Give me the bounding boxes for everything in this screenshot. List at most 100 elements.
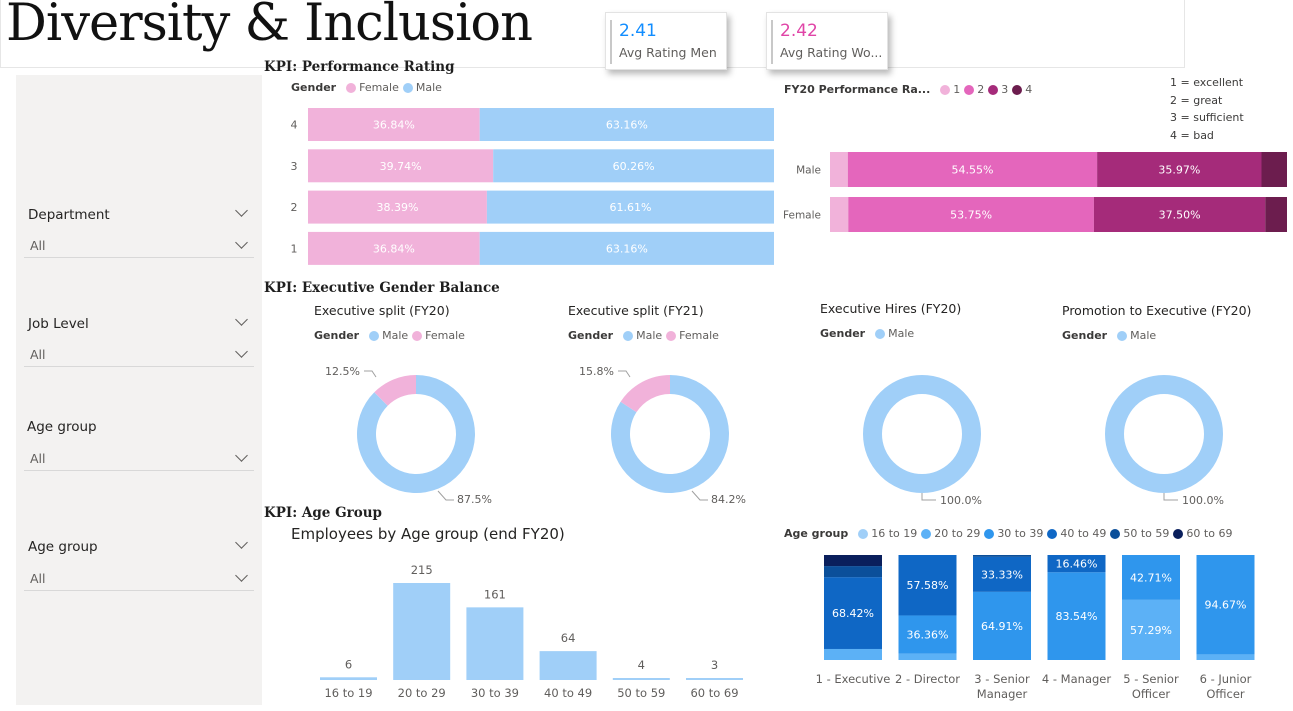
column-bar (612, 678, 670, 680)
donut-legend: Gender Male Female (568, 329, 719, 342)
data-label: 100.0% (940, 494, 982, 507)
data-label: 61.61% (609, 201, 651, 214)
bar-segment-male (479, 231, 774, 265)
kpi-accent-bar (610, 20, 612, 64)
donut-title: Executive split (FY20) (314, 303, 450, 318)
legend-item-male[interactable]: Male (636, 329, 663, 342)
legend-item-female[interactable]: Female (425, 329, 465, 342)
column-bar (393, 583, 451, 680)
data-label: 60.26% (613, 160, 655, 173)
category-label: 40 to 49 (544, 686, 592, 700)
category-label: 4 - Manager (1042, 672, 1111, 686)
legend-dot-age-1 (858, 528, 869, 539)
legend-item-age-4[interactable]: 40 to 49 (1060, 527, 1107, 540)
legend-dot-male (875, 328, 886, 339)
legend-item-female[interactable]: Female (679, 329, 719, 342)
category-label: 20 to 29 (398, 686, 446, 700)
legend-dot-male (623, 330, 634, 341)
category-label: 2 (291, 201, 298, 214)
legend-item-4[interactable]: 4 (1025, 83, 1033, 96)
data-label: 87.5% (457, 493, 492, 506)
page-title: Diversity & Inclusion (6, 0, 533, 53)
legend-item-age-1[interactable]: 16 to 19 (871, 527, 918, 540)
slicer-department-dropdown[interactable] (24, 232, 254, 258)
data-label: 15.8% (579, 365, 614, 378)
age-by-level-chart: 68.42% 1 - Executive 36.36% 57.58% 2 - Direc… (816, 555, 1255, 701)
kpi-label: Avg Rating Wo... (780, 45, 883, 60)
legend-item-age-5[interactable]: 50 to 59 (1123, 527, 1170, 540)
bar-segment-rating-1 (830, 152, 848, 187)
donut-slice-male (1105, 375, 1223, 493)
category-label: Officer (1132, 687, 1171, 701)
data-label: 68.42% (832, 607, 874, 620)
category-label: Officer (1206, 687, 1245, 701)
legend-item-male[interactable]: Male (415, 81, 442, 94)
legend-title: Gender (568, 329, 614, 342)
slicer-age-group-label: Age group (27, 419, 97, 435)
stack-segment-age-2 (824, 648, 882, 660)
bar-segment-rating-3 (1097, 152, 1262, 187)
legend-dot-male (402, 82, 413, 93)
legend-title: Gender (314, 329, 360, 342)
legend-item-age-2[interactable]: 20 to 29 (934, 527, 981, 540)
legend-item-female[interactable]: Female (359, 81, 399, 94)
legend-item-male[interactable]: Male (1130, 329, 1157, 342)
section-title-performance: KPI: Performance Rating (264, 59, 455, 75)
stack-segment-age-4 (973, 556, 1031, 592)
bar-segment-rating-4 (1265, 197, 1287, 232)
data-label: 12.5% (325, 365, 360, 378)
kpi-value: 2.42 (780, 21, 818, 41)
legend-title: Age group (784, 527, 849, 540)
donut-legend: Gender Male (1062, 329, 1156, 342)
donut-slice-female (620, 375, 670, 413)
data-label: 57.58% (907, 579, 949, 592)
category-label: 50 to 59 (617, 686, 665, 700)
data-label: 57.29% (1130, 624, 1172, 637)
bar-segment-male (486, 190, 774, 224)
data-label: 94.67% (1205, 599, 1247, 612)
data-label: 36.84% (373, 119, 415, 132)
category-label: Male (796, 165, 821, 177)
data-label: 100.0% (1182, 494, 1224, 507)
legend-item-male[interactable]: Male (888, 327, 915, 340)
legend-dot-female (346, 82, 357, 93)
legend-dot-1 (940, 84, 951, 95)
bar-segment-male (479, 108, 774, 141)
data-label: 3 (711, 658, 718, 672)
data-label: 215 (411, 563, 433, 577)
legend-title: Gender (820, 327, 866, 340)
legend-item-2[interactable]: 2 (977, 83, 985, 96)
legend-dot-age-2 (921, 528, 932, 539)
data-label: 36.84% (373, 242, 415, 255)
legend-item-1[interactable]: 1 (953, 83, 961, 96)
section-title-age: KPI: Age Group (264, 505, 382, 521)
donut-title: Promotion to Executive (FY20) (1062, 303, 1252, 318)
title-bar (0, 0, 1185, 68)
legend-item-age-6[interactable]: 60 to 69 (1186, 527, 1233, 540)
rating-note: 4 = bad (1170, 128, 1214, 142)
legend-dot-3 (988, 84, 999, 95)
category-label: 5 - Senior (1123, 672, 1179, 686)
kpi-card-avg-rating-men[interactable]: 2.41 Avg Rating Men (605, 12, 727, 70)
legend-item-male[interactable]: Male (382, 329, 409, 342)
leader-line (364, 370, 377, 378)
data-label: 38.39% (376, 201, 418, 214)
rating-note: 2 = great (1170, 93, 1223, 107)
age-level-legend: Age group 16 to 19 20 to 29 30 to 39 40 … (784, 527, 1232, 540)
legend-dot-age-5 (1110, 528, 1121, 539)
legend-item-3[interactable]: 3 (1001, 83, 1009, 96)
slicer-age-group-value: All (30, 451, 46, 466)
legend-item-age-3[interactable]: 30 to 39 (997, 527, 1044, 540)
kpi-card-avg-rating-women[interactable]: 2.42 Avg Rating Wo... (766, 12, 888, 70)
slicer-age-group-dropdown[interactable] (24, 445, 254, 471)
column-bar (320, 677, 377, 680)
rating-note: 1 = excellent (1170, 76, 1244, 89)
bar-segment-rating-3 (1093, 197, 1266, 232)
bar-segment-male (493, 149, 774, 183)
donut-title: Executive Hires (FY20) (820, 301, 962, 316)
slicer-age-group-2-dropdown[interactable] (24, 565, 254, 591)
data-label: 36.36% (907, 629, 949, 642)
bar-segment-rating-2 (847, 152, 1098, 187)
stack-segment-age-4 (1047, 555, 1106, 573)
slicer-job-level-dropdown[interactable] (24, 341, 254, 367)
